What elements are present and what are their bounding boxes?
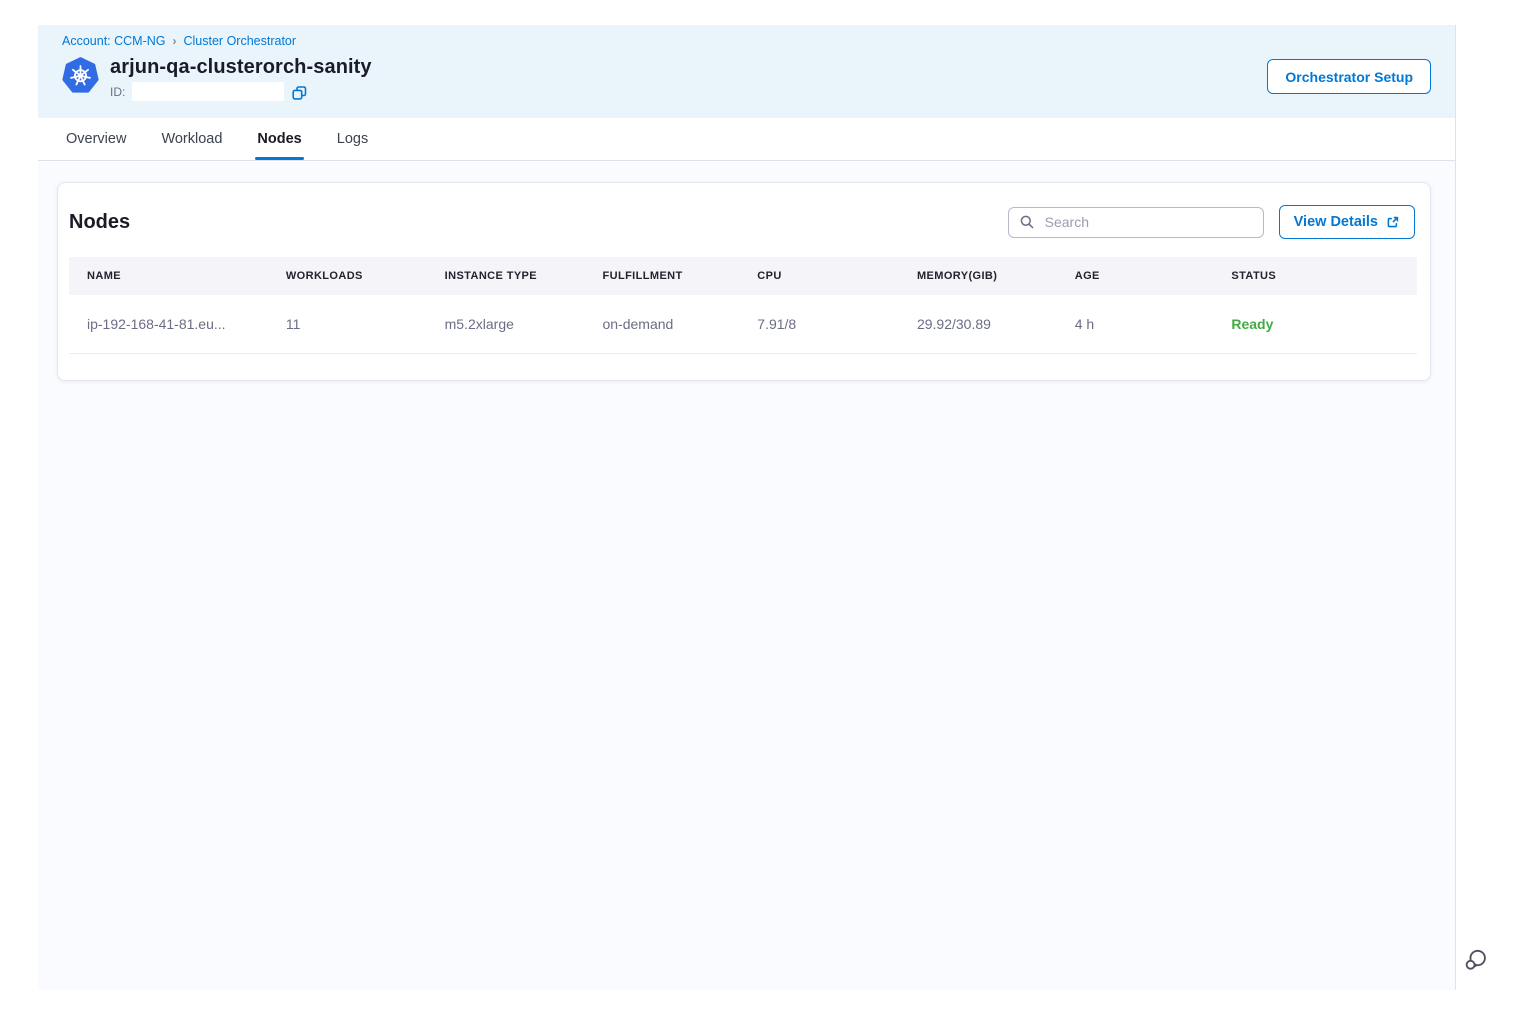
title-block: arjun-qa-clusterorch-sanity ID: [110, 55, 372, 101]
id-row: ID: [110, 82, 372, 101]
cell-memory: 29.92/30.89 [906, 295, 1065, 354]
tab-logs[interactable]: Logs [336, 131, 369, 147]
cell-fulfillment: on-demand [592, 295, 748, 354]
table-row[interactable]: ip-192-168-41-81.eu... 11 m5.2xlarge on-dem… [69, 295, 1417, 354]
column-header-workloads: WORKLOADS [275, 257, 435, 295]
cell-instance-type: m5.2xlarge [434, 295, 593, 354]
nodes-table-head: NAME WORKLOADS INSTANCE TYPE FULFILLMENT CPU… [69, 257, 1417, 295]
main-panel: Account: CCM-NG › Cluster Orchestrator [38, 25, 1456, 990]
tab-nodes[interactable]: Nodes [255, 118, 305, 160]
column-header-fulfillment: FULFILLMENT [592, 257, 748, 295]
nodes-card-header: Nodes View Details [69, 195, 1417, 257]
search-input[interactable] [1042, 213, 1253, 231]
nodes-title: Nodes [69, 210, 131, 233]
header-row: NAME WORKLOADS INSTANCE TYPE FULFILLMENT CPU… [69, 257, 1417, 295]
chat-icon[interactable] [1461, 946, 1489, 974]
copy-icon[interactable] [291, 84, 307, 100]
cell-workloads: 11 [275, 295, 435, 354]
id-value [132, 82, 285, 101]
cell-status: Ready [1221, 295, 1417, 354]
content-area: Nodes View Details [38, 161, 1455, 990]
external-link-icon [1385, 215, 1400, 230]
nodes-card: Nodes View Details [57, 182, 1431, 381]
search-icon [1019, 214, 1035, 230]
cell-age: 4 h [1064, 295, 1222, 354]
id-label: ID: [110, 84, 126, 99]
tab-bar: Overview Workload Nodes Logs [38, 118, 1455, 161]
breadcrumb: Account: CCM-NG › Cluster Orchestrator [62, 34, 1431, 48]
column-header-instance-type: INSTANCE TYPE [434, 257, 593, 295]
nodes-card-actions: View Details [1007, 205, 1415, 239]
tab-overview[interactable]: Overview [66, 131, 127, 147]
view-details-label: View Details [1293, 214, 1378, 230]
tab-workload[interactable]: Workload [161, 131, 223, 147]
orchestrator-setup-button[interactable]: Orchestrator Setup [1267, 59, 1431, 94]
breadcrumb-cluster-orchestrator-link[interactable]: Cluster Orchestrator [183, 34, 297, 48]
kubernetes-icon [62, 57, 99, 93]
page-title: arjun-qa-clusterorch-sanity [110, 56, 372, 78]
breadcrumb-account-link[interactable]: Account: CCM-NG [62, 34, 166, 48]
column-header-status: STATUS [1221, 257, 1417, 295]
column-header-name: NAME [69, 257, 276, 295]
nodes-table-body: ip-192-168-41-81.eu... 11 m5.2xlarge on-dem… [69, 295, 1417, 354]
column-header-cpu: CPU [747, 257, 907, 295]
column-header-age: AGE [1064, 257, 1222, 295]
nodes-table: NAME WORKLOADS INSTANCE TYPE FULFILLMENT CPU… [69, 257, 1417, 354]
column-header-memory: MEMORY(GIB) [906, 257, 1065, 295]
chevron-right-icon: › [172, 34, 177, 48]
view-details-button[interactable]: View Details [1278, 205, 1415, 239]
cell-name: ip-192-168-41-81.eu... [69, 295, 276, 354]
search-box [1007, 206, 1264, 238]
cell-cpu: 7.91/8 [747, 295, 907, 354]
cluster-header: Account: CCM-NG › Cluster Orchestrator [38, 25, 1455, 118]
title-row: arjun-qa-clusterorch-sanity ID: [62, 55, 1431, 101]
